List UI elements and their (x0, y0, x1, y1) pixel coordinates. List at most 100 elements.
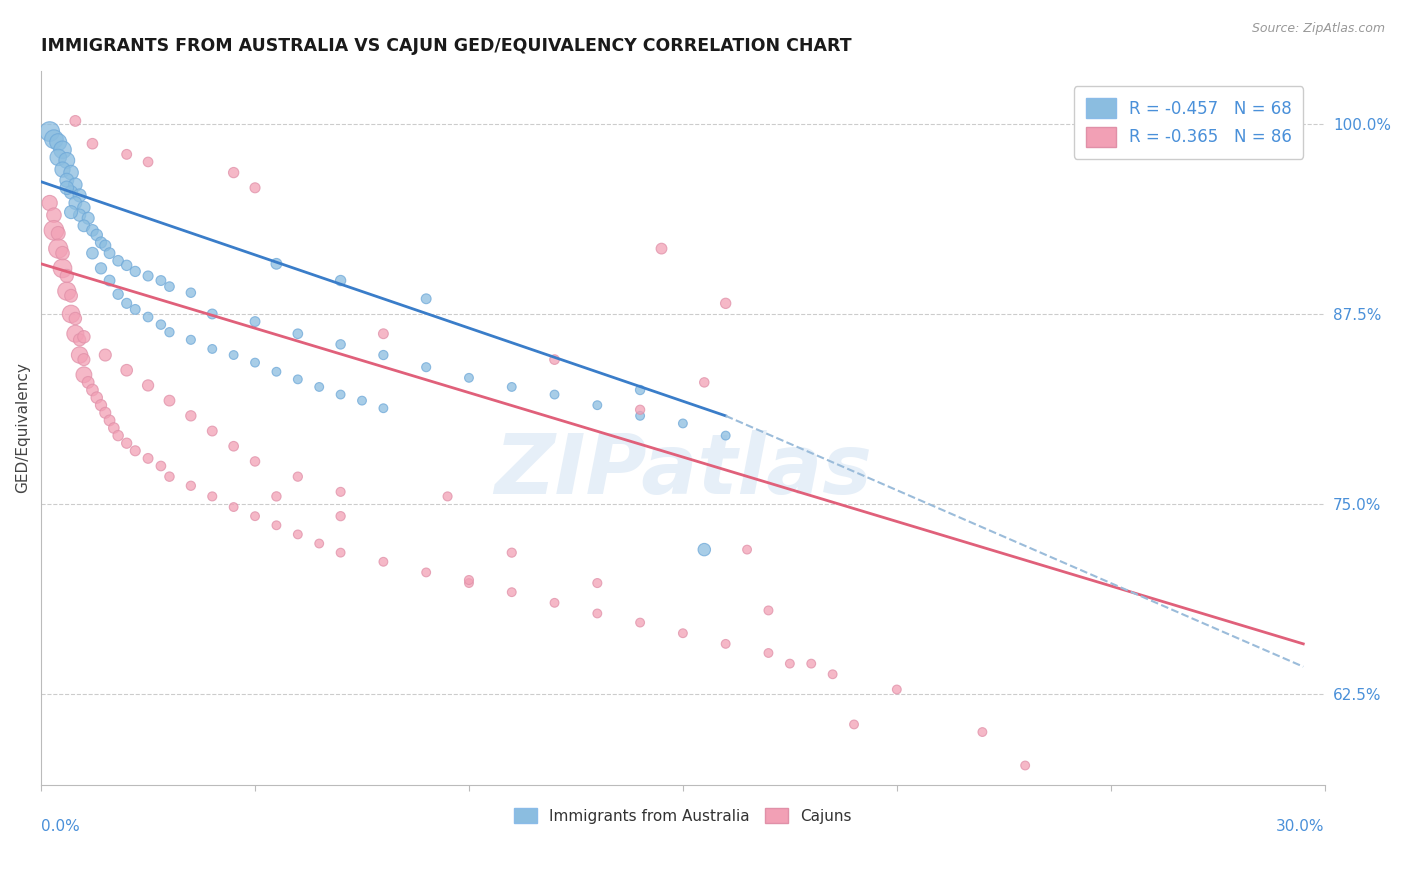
Point (458, 576, 481, 591)
Point (586, 576, 609, 591)
Point (373, 326, 395, 341)
Point (86, 227, 108, 242)
Point (51, 143, 73, 157)
Point (201, 307, 224, 321)
Point (222, 500, 245, 514)
Point (38, 124, 60, 138)
Point (735, 542, 758, 557)
Point (586, 398, 609, 412)
Point (65, 114, 87, 128)
Point (329, 509, 352, 524)
Point (329, 274, 352, 288)
Point (38, 196, 60, 211)
Point (124, 302, 146, 317)
Point (222, 165, 245, 179)
Point (650, 242, 672, 256)
Point (714, 296, 737, 310)
Point (90, 235, 112, 250)
Point (55, 284, 77, 298)
Text: Source: ZipAtlas.com: Source: ZipAtlas.com (1251, 22, 1385, 36)
Point (329, 484, 352, 499)
Point (73, 201, 96, 215)
Point (222, 439, 245, 453)
Point (46, 135, 69, 149)
Point (329, 337, 352, 351)
Point (714, 637, 737, 651)
Point (308, 536, 330, 550)
Point (586, 607, 609, 621)
Point (73, 352, 96, 367)
Point (60, 165, 83, 179)
Point (94, 238, 117, 252)
Point (180, 285, 202, 300)
Point (779, 657, 801, 671)
Point (98, 246, 121, 260)
Point (436, 490, 458, 504)
Point (136, 268, 159, 283)
Point (222, 348, 245, 362)
Point (672, 626, 695, 640)
Legend: Immigrants from Australia, Cajuns: Immigrants from Australia, Cajuns (506, 800, 859, 831)
Point (543, 596, 565, 610)
Point (243, 454, 266, 468)
Point (501, 546, 523, 560)
Point (65, 326, 87, 341)
Point (124, 264, 146, 278)
Point (73, 330, 96, 344)
Point (266, 257, 288, 271)
Y-axis label: GED/Equivalency: GED/Equivalency (15, 362, 30, 493)
Point (180, 409, 202, 423)
Point (60, 186, 83, 200)
Point (329, 546, 352, 560)
Point (287, 326, 309, 341)
Point (46, 227, 69, 241)
Point (46, 242, 69, 256)
Point (73, 219, 96, 233)
Point (82, 136, 104, 151)
Point (42, 208, 65, 222)
Point (65, 311, 87, 326)
Point (672, 417, 695, 431)
Point (77, 376, 100, 390)
Point (107, 428, 129, 442)
Point (501, 380, 523, 394)
Point (136, 310, 159, 324)
Point (86, 391, 108, 405)
Point (51, 261, 73, 276)
Point (98, 413, 121, 427)
Point (149, 274, 172, 288)
Point (107, 287, 129, 301)
Point (115, 363, 138, 377)
Text: IMMIGRANTS FROM AUSTRALIA VS CAJUN GED/EQUIVALENCY CORRELATION CHART: IMMIGRANTS FROM AUSTRALIA VS CAJUN GED/E… (41, 37, 852, 55)
Point (266, 365, 288, 379)
Point (350, 393, 373, 408)
Point (415, 292, 437, 306)
Point (243, 315, 266, 329)
Point (82, 246, 104, 260)
Point (180, 333, 202, 347)
Point (46, 150, 69, 164)
Point (628, 402, 651, 417)
Point (107, 253, 129, 268)
Point (136, 155, 159, 169)
Point (458, 371, 481, 385)
Point (972, 725, 994, 739)
Point (758, 646, 780, 660)
Point (98, 274, 121, 288)
Point (69, 208, 91, 222)
Point (69, 333, 91, 347)
Point (55, 153, 77, 168)
Point (159, 325, 181, 339)
Point (60, 205, 83, 219)
Point (180, 479, 202, 493)
Point (201, 424, 224, 438)
Point (287, 527, 309, 541)
Point (60, 289, 83, 303)
Point (82, 383, 104, 397)
Point (149, 458, 172, 473)
Point (842, 717, 865, 731)
Point (693, 376, 716, 390)
Point (201, 342, 224, 356)
Point (886, 682, 908, 697)
Point (159, 469, 181, 483)
